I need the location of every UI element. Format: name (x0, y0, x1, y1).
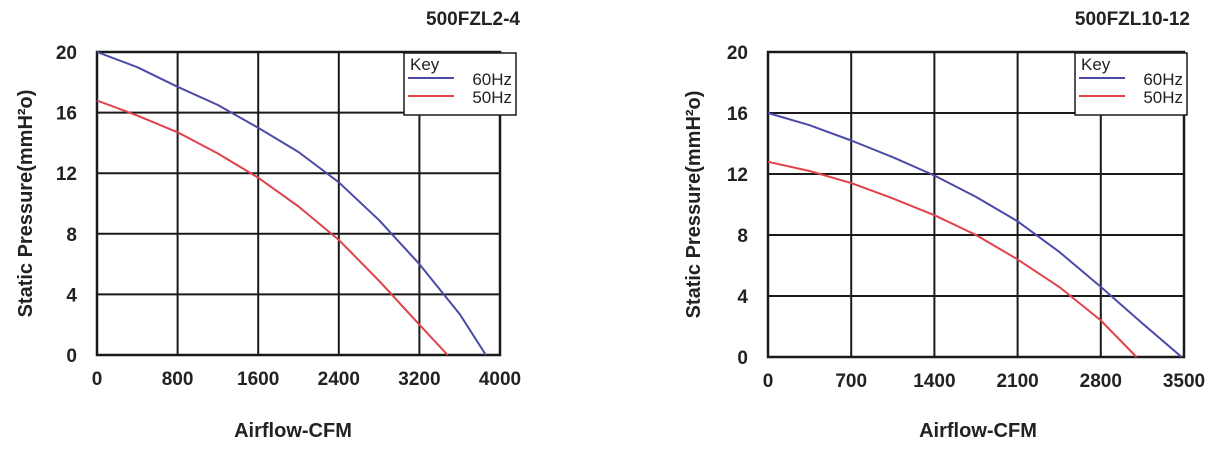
y-tick-label: 8 (737, 226, 748, 247)
legend-box (403, 52, 517, 116)
y-tick-label: 4 (737, 287, 748, 308)
y-tick-label: 20 (727, 43, 748, 64)
y-tick-label: 4 (66, 285, 77, 306)
y-tick-label: 16 (727, 104, 748, 125)
series-line-50hz (96, 99, 449, 356)
plot-frame (95, 50, 502, 357)
x-axis-label: Airflow-CFM (919, 420, 1037, 442)
x-tick-label: 3200 (398, 369, 440, 390)
series-line-60hz (96, 51, 487, 356)
y-axis-label: Static Pressure(mmH²o) (15, 90, 37, 318)
chart-500fzl10-12: 500FZL10-12 0 700 1400 2100 2800 3500 0 4 8 12 16 20… (683, 9, 1205, 442)
x-tick-label: 700 (835, 371, 867, 392)
x-tick-label: 2800 (1080, 371, 1122, 392)
legend-box (1074, 52, 1188, 116)
x-tick-label: 800 (162, 369, 194, 390)
chart-500fzl2-4: 500FZL2-4 0 800 1600 2400 3200 4000 0 4 8 12 16 20 Ai… (15, 9, 521, 442)
chart-title: 500FZL10-12 (1075, 9, 1190, 30)
x-tick-label: 2400 (318, 369, 360, 390)
x-tick-label: 4000 (479, 369, 521, 390)
legend-title: Key (1081, 55, 1111, 74)
y-tick-label: 0 (66, 346, 77, 367)
legend-label-50hz: 50Hz (472, 88, 512, 107)
x-tick-label: 0 (92, 369, 103, 390)
x-tick-label: 3500 (1163, 371, 1205, 392)
x-tick-label: 1400 (913, 371, 955, 392)
legend-label-50hz: 50Hz (1143, 88, 1183, 107)
legend-title: Key (410, 55, 440, 74)
y-tick-label: 12 (56, 164, 77, 185)
y-axis-label: Static Pressure(mmH²o) (683, 91, 705, 319)
y-tick-label: 16 (56, 104, 77, 125)
x-tick-label: 2100 (996, 371, 1038, 392)
legend-label-60hz: 60Hz (1143, 70, 1183, 89)
y-tick-label: 8 (66, 225, 77, 246)
x-axis-label: Airflow-CFM (234, 420, 352, 442)
chart-title: 500FZL2-4 (426, 9, 520, 30)
y-tick-label: 20 (56, 43, 77, 64)
series-line-50hz (767, 160, 1138, 358)
x-tick-label: 1600 (237, 369, 279, 390)
series-line-60hz (767, 112, 1183, 358)
plot-frame (766, 50, 1186, 359)
y-tick-label: 0 (737, 348, 748, 369)
legend-label-60hz: 60Hz (472, 70, 512, 89)
y-tick-label: 12 (727, 165, 748, 186)
x-tick-label: 0 (763, 371, 774, 392)
